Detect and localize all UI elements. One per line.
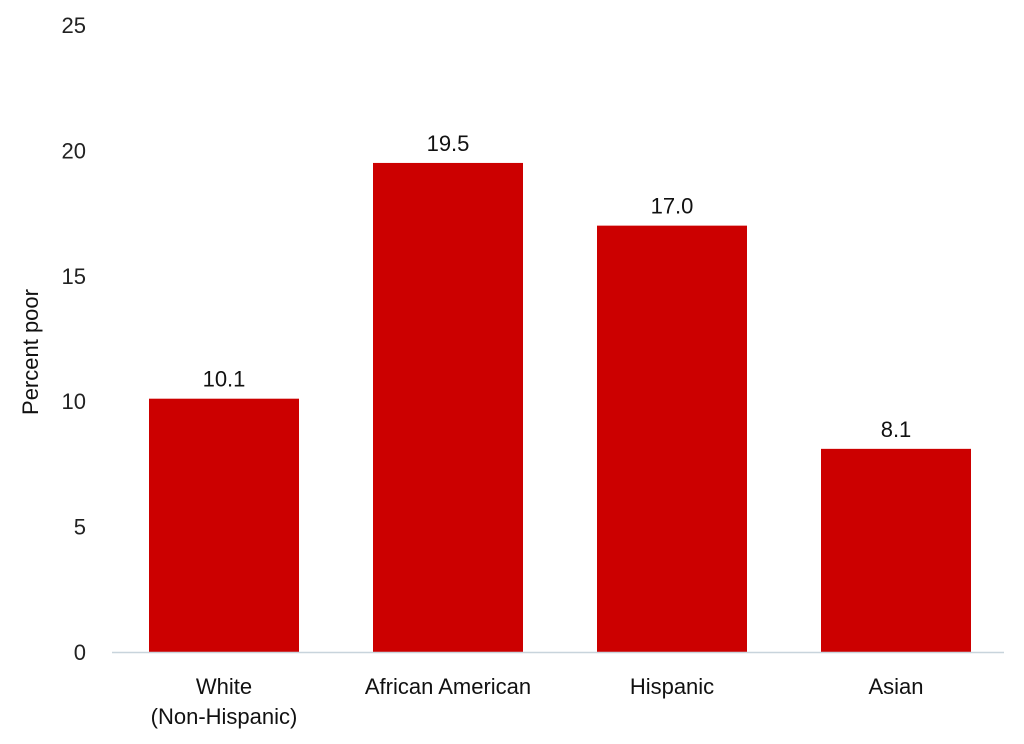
bar-value-label: 8.1 (881, 417, 912, 442)
y-axis-title: Percent poor (18, 289, 43, 415)
bars (149, 162, 971, 652)
category-label-line: African American (365, 674, 531, 699)
category-label-line: (Non-Hispanic) (151, 704, 298, 729)
category-label-line: White (196, 674, 252, 699)
y-tick-label: 10 (62, 389, 86, 414)
bar-value-label: 17.0 (651, 194, 694, 219)
category-labels: White (Non-Hispanic) African American Hispa… (151, 674, 924, 729)
y-tick-label: 0 (74, 640, 86, 665)
data-labels: 10.1 19.5 17.0 8.1 (203, 131, 912, 442)
category-label: Hispanic (630, 674, 714, 699)
y-tick-label: 25 (62, 13, 86, 38)
category-label-line: Asian (868, 674, 923, 699)
category-label: African American (365, 674, 531, 699)
y-tick-label: 5 (74, 515, 86, 540)
category-label-line: Hispanic (630, 674, 714, 699)
bar (373, 162, 523, 652)
bar (821, 448, 971, 652)
y-tick-label: 20 (62, 138, 86, 163)
bar (597, 225, 747, 652)
y-axis-ticks: 0 5 10 15 20 25 (62, 13, 86, 665)
bar (149, 398, 299, 652)
category-label: White (Non-Hispanic) (151, 674, 298, 729)
bar-value-label: 19.5 (427, 131, 470, 156)
bar-value-label: 10.1 (203, 367, 246, 392)
category-label: Asian (868, 674, 923, 699)
y-tick-label: 15 (62, 264, 86, 289)
